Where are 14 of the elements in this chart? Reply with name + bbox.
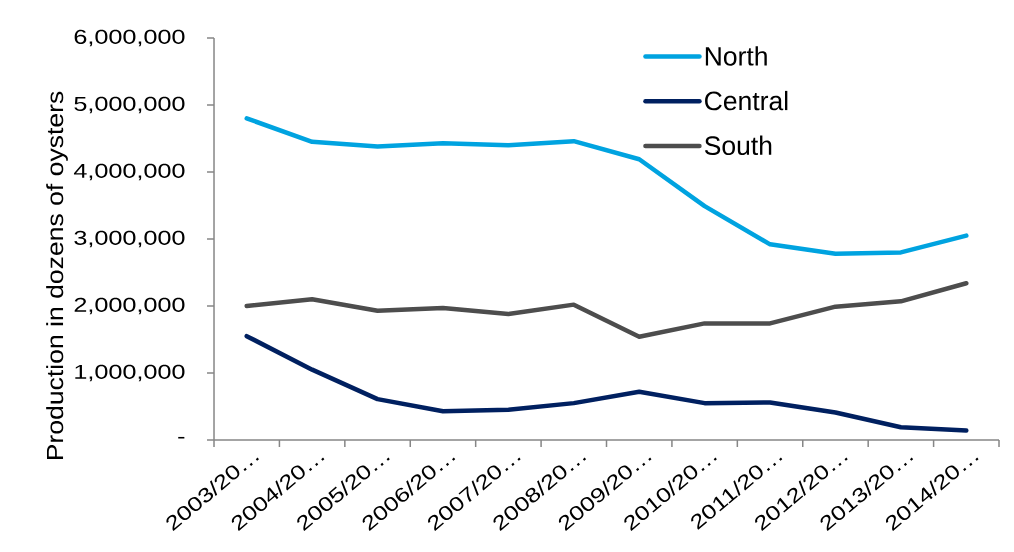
y-tick-label: 3,000,000: [74, 230, 185, 248]
line-series: [244, 116, 969, 256]
line-series: [244, 280, 969, 340]
y-tick-label: -: [178, 436, 185, 439]
y-tick-label: 4,000,000: [73, 163, 185, 181]
line-series: [244, 333, 969, 433]
y-tick-label: 1,000,000: [75, 364, 185, 382]
legend-label: Central: [705, 90, 788, 111]
y-tick-label: 6,000,000: [74, 29, 185, 47]
legend-label: South: [704, 135, 772, 156]
y-tick-label: 2,000,000: [74, 297, 185, 315]
legend-label: North: [705, 46, 767, 66]
y-tick-label: 5,000,000: [74, 96, 185, 114]
y-axis-title: Production in dozens of oysters: [46, 91, 68, 460]
